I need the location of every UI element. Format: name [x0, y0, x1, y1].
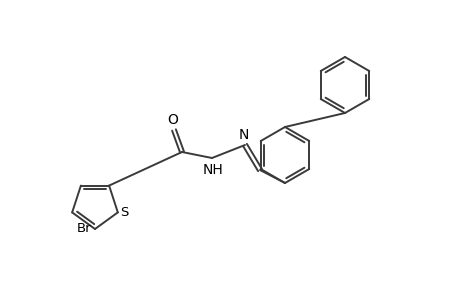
Text: NH: NH [202, 163, 223, 177]
Text: O: O [167, 112, 178, 127]
Text: N: N [238, 128, 249, 142]
Text: S: S [120, 206, 129, 219]
Text: Br: Br [77, 223, 91, 236]
